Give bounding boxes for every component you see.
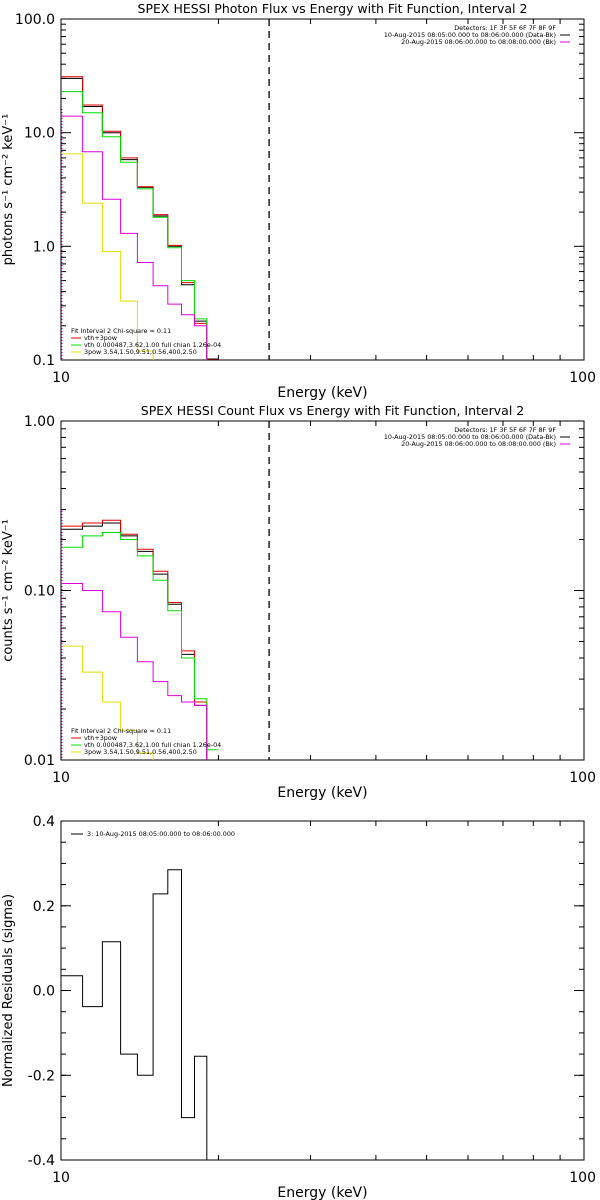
legend-top: Detectors: 1F 3F 5F 6F 7F 8F 9F10-Aug-20… xyxy=(384,426,570,448)
legend-bottom: Fit Interval 2 Chi-square = 0.11vth+3pow… xyxy=(71,727,221,756)
y-tick-label: 0.01 xyxy=(24,753,55,769)
x-tick-label: 100 xyxy=(569,1170,596,1186)
legend-top-line: 10-Aug-2015 08:05:00.000 to 08:06:00.000… xyxy=(384,31,556,39)
y-tick-label: 1.0 xyxy=(33,239,55,255)
y-tick-label: 0.0 xyxy=(33,984,55,1000)
legend-top: 3: 10-Aug-2015 08:05:00.000 to 08:06:00.… xyxy=(71,830,235,838)
legend-top-line: 10-Aug-2015 08:05:00.000 to 08:06:00.000… xyxy=(384,433,556,441)
x-axis-label: Energy (keV) xyxy=(277,1185,367,1200)
plot-frame xyxy=(60,420,585,761)
x-tick-label: 10 xyxy=(52,1170,70,1186)
legend-top-line: Detectors: 1F 3F 5F 6F 7F 8F 9F xyxy=(454,24,556,32)
legend-top: Detectors: 1F 3F 5F 6F 7F 8F 9F10-Aug-20… xyxy=(384,24,570,46)
series-5-line xyxy=(61,153,154,360)
y-tick-label: 0.10 xyxy=(24,584,55,600)
series-5-line xyxy=(61,645,154,760)
legend-bottom-line: vth 0.000487,3.62,1.00 full chian 1.26e-… xyxy=(84,341,221,349)
y-tick-label: 0.2 xyxy=(33,899,55,915)
chart-panel-2: 10 100 0.01 0.10 1.00 SPEX HESSI Count Flux v… xyxy=(1,403,596,801)
plot-frame xyxy=(60,18,585,361)
legend-top-line: 3: 10-Aug-2015 08:05:00.000 to 08:06:00.… xyxy=(87,830,235,838)
x-tick-label: 10 xyxy=(52,770,70,786)
legend-bottom: Fit Interval 2 Chi-square = 0.11vth+3pow… xyxy=(71,327,221,356)
y-tick-label: 10.0 xyxy=(24,126,55,142)
y-axis-label: Normalized Residuals (sigma) xyxy=(1,894,16,1087)
series-3-line xyxy=(61,532,219,751)
legend-bottom-line: Fit Interval 2 Chi-square = 0.11 xyxy=(71,327,171,335)
y-tick-label: -0.4 xyxy=(28,1153,55,1169)
series-4-line xyxy=(61,115,208,360)
data-layer xyxy=(61,421,270,760)
chart-panel-1: 10 100 0.1 1.0 10.0 100.0 SPEX HESSI Photon Fl… xyxy=(1,1,596,401)
legend-bottom-line: vth+3pow xyxy=(84,734,117,742)
x-axis-label: Energy (keV) xyxy=(277,385,367,401)
legend-bottom-line: vth+3pow xyxy=(84,334,117,342)
legend-top-line: 20-Aug-2015 08:06:00.000 to 08:08:00.000… xyxy=(401,440,556,448)
x-tick-label: 10 xyxy=(52,370,70,386)
y-tick-label: 0.4 xyxy=(33,814,55,830)
x-tick-label: 100 xyxy=(569,370,596,386)
chart-panel-3: 10 100 -0.4 -0.2 0.0 0.2 0.4 Energy (keV) Normal… xyxy=(1,814,596,1200)
x-axis-label: Energy (keV) xyxy=(277,785,367,801)
data-layer xyxy=(61,869,208,1160)
legend-bottom-line: 3pow 3.54,1.50,9.51,0.56,400,2.50 xyxy=(84,348,197,356)
legend-bottom-line: Fit Interval 2 Chi-square = 0.11 xyxy=(71,727,171,735)
y-axis-label: counts s⁻¹ cm⁻² keV⁻¹ xyxy=(1,519,16,662)
y-tick-label: 1.00 xyxy=(24,414,55,430)
plot-frame xyxy=(60,820,585,1161)
y-axis-label: photons s⁻¹ cm⁻² keV⁻¹ xyxy=(1,114,16,266)
data-layer xyxy=(61,19,270,360)
x-tick-label: 100 xyxy=(569,770,596,786)
legend-bottom-line: 3pow 3.54,1.50,9.51,0.56,400,2.50 xyxy=(84,748,197,756)
series-4-line xyxy=(61,583,208,760)
y-tick-label: -0.2 xyxy=(28,1068,55,1084)
y-tick-label: 100.0 xyxy=(15,12,55,28)
series-1-line xyxy=(61,869,208,1160)
series-3-line xyxy=(61,91,208,360)
legend-bottom-line: vth 0.000487,3.62,1.00 full chian 1.26e-… xyxy=(84,741,221,749)
legend-top-line: Detectors: 1F 3F 5F 6F 7F 8F 9F xyxy=(454,426,556,434)
chart-title: SPEX HESSI Photon Flux vs Energy with Fi… xyxy=(138,1,528,16)
legend-top-line: 20-Aug-2015 08:06:00.000 to 08:08:00.000… xyxy=(401,38,556,46)
y-tick-label: 0.1 xyxy=(33,353,55,369)
chart-title: SPEX HESSI Count Flux vs Energy with Fit… xyxy=(141,403,524,418)
